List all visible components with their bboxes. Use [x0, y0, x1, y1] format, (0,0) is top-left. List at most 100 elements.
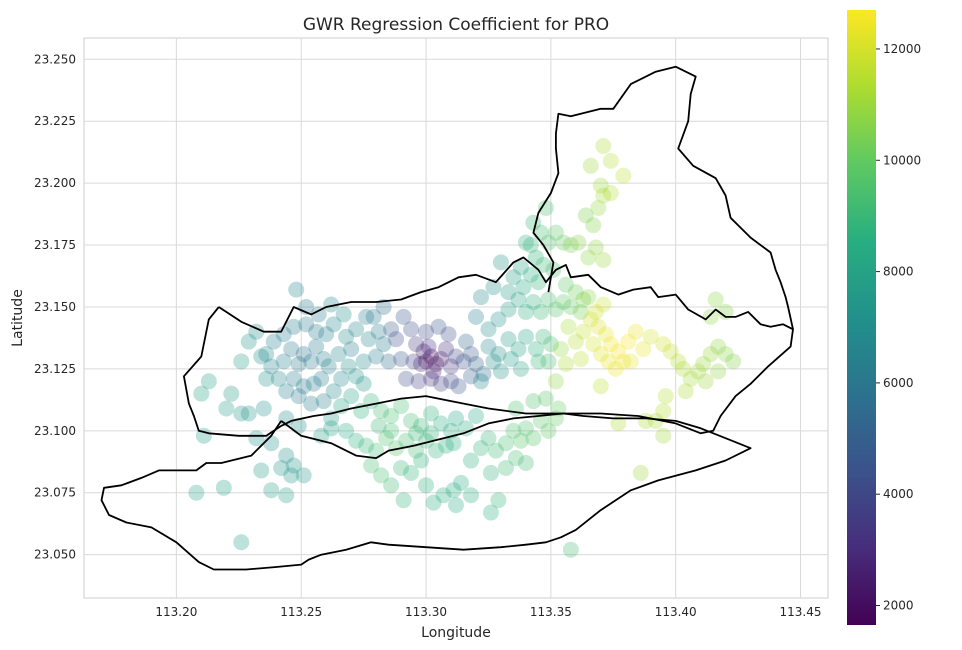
district-boundary-line: [100, 412, 752, 571]
scatter-point: [380, 353, 397, 370]
scatter-point: [505, 422, 522, 439]
scatter-point: [510, 341, 527, 358]
x-tick-label: 113.35: [530, 605, 572, 619]
scatter-point: [535, 328, 552, 345]
scatter-point: [525, 393, 542, 410]
grid-lines: [84, 38, 828, 598]
scatter-point: [512, 432, 529, 449]
scatter-point: [572, 350, 589, 367]
scatter-point: [365, 308, 382, 325]
scatter-point: [462, 487, 479, 504]
scatter-point: [485, 353, 502, 370]
scatter-point: [592, 177, 609, 194]
scatter-point: [457, 420, 474, 437]
scatter-point: [657, 388, 674, 405]
scatter-point: [415, 343, 432, 360]
scatter-point: [610, 343, 627, 360]
scatter-point: [547, 373, 564, 390]
scatter-point: [420, 338, 437, 355]
scatter-point: [368, 442, 385, 459]
scatter-point: [502, 350, 519, 367]
scatter-point: [393, 350, 410, 367]
scatter-point: [585, 217, 602, 234]
scatter-point: [383, 321, 400, 338]
scatter-point: [582, 157, 599, 174]
scatter-point: [615, 167, 632, 184]
scatter-point: [642, 328, 659, 345]
scatter-point: [423, 370, 440, 387]
scatter-point: [562, 541, 579, 558]
scatter-point: [343, 341, 360, 358]
scatter-point: [200, 373, 217, 390]
scatter-point: [545, 261, 562, 278]
scatter-point: [577, 207, 594, 224]
scatter-point: [443, 373, 460, 390]
scatter-point: [283, 467, 300, 484]
scatter-point: [655, 336, 672, 353]
x-tick-label: 113.45: [780, 605, 822, 619]
scatter-point: [283, 341, 300, 358]
scatter-point: [662, 343, 679, 360]
scatter-point: [472, 373, 489, 390]
scatter-point: [540, 291, 557, 308]
scatter-point: [433, 350, 450, 367]
scatter-point: [537, 390, 554, 407]
scatter-point: [457, 333, 474, 350]
y-tick-label: 23.075: [34, 486, 76, 500]
scatter-point: [702, 308, 719, 325]
scatter-point: [233, 405, 250, 422]
scatter-point: [562, 237, 579, 254]
scatter-point: [320, 358, 337, 375]
scatter-point: [490, 346, 507, 363]
y-tick-label: 23.175: [34, 238, 76, 252]
x-tick-label: 113.30: [405, 605, 447, 619]
scatter-point: [233, 534, 250, 551]
scatter-point: [490, 492, 507, 509]
scatter-point: [358, 437, 375, 454]
scatter-point: [278, 383, 295, 400]
scatter-point: [497, 435, 514, 452]
scatter-point: [602, 336, 619, 353]
scatter-point: [218, 400, 235, 417]
scatter-point: [702, 346, 719, 363]
scatter-point: [325, 316, 342, 333]
scatter-point: [258, 346, 275, 363]
scatter-point: [472, 289, 489, 306]
scatter-point: [403, 464, 420, 481]
scatter-point: [467, 308, 484, 325]
scatter-point: [263, 435, 280, 452]
scatter-point: [602, 185, 619, 202]
scatter-point: [425, 363, 442, 380]
scatter-point: [448, 348, 464, 365]
scatter-point: [675, 360, 692, 377]
scatter-point: [443, 358, 460, 375]
scatter-point: [587, 303, 604, 320]
scatter-point: [375, 336, 392, 353]
scatter-point: [497, 459, 514, 476]
scatter-point: [355, 375, 372, 392]
scatter-point: [418, 477, 435, 494]
scatter-point: [500, 301, 517, 318]
scatter-point: [383, 422, 400, 439]
y-tick-label: 23.200: [34, 176, 76, 190]
scatter-point: [413, 417, 430, 434]
y-tick-label: 23.250: [34, 52, 76, 66]
scatter-point: [255, 400, 272, 417]
y-axis-title: Latitude: [10, 289, 26, 347]
scatter-point: [480, 321, 497, 338]
y-tick-label: 23.050: [34, 548, 76, 562]
scatter-point: [537, 199, 554, 216]
scatter-point: [690, 363, 707, 380]
scatter-point: [480, 338, 497, 355]
scatter-point: [517, 455, 534, 472]
scatter-point: [490, 311, 507, 328]
scatter-point: [215, 479, 232, 496]
scatter-point: [487, 442, 504, 459]
scatter-point: [522, 237, 539, 254]
scatter-point: [655, 427, 672, 444]
scatter-point: [590, 318, 607, 335]
scatter-point: [552, 341, 569, 358]
scatter-point: [590, 199, 607, 216]
scatter-point: [485, 279, 502, 296]
scatter-point: [532, 303, 549, 320]
